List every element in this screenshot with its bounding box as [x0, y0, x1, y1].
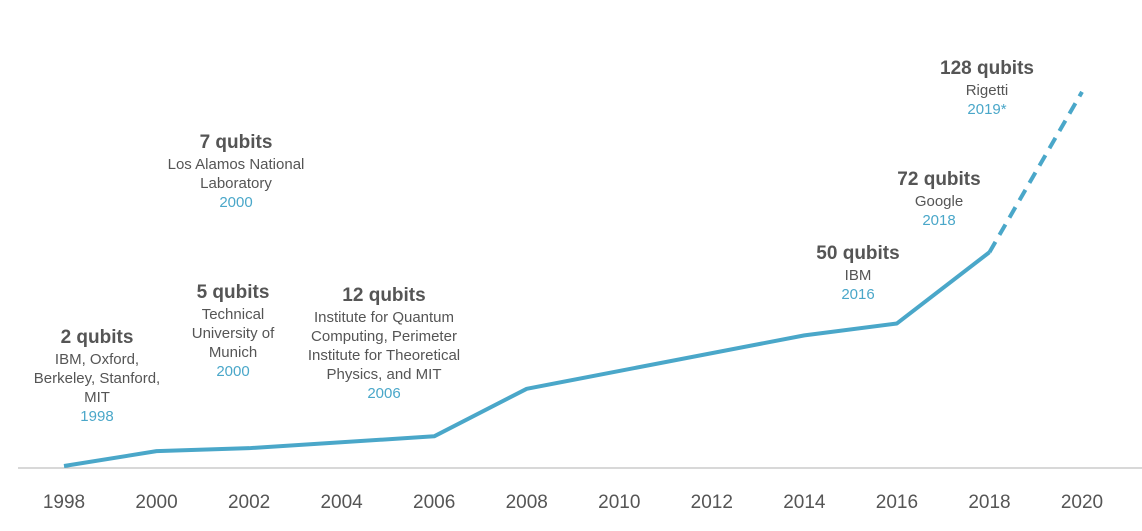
annotation-qubits: 2 qubits — [60, 327, 134, 348]
series-line-projected — [987, 90, 1084, 254]
annotation-organization: Technical University of Munich — [191, 306, 275, 361]
milestone-annotation: 50 qubits IBM 2016 — [816, 242, 899, 305]
x-tick-label: 2014 — [783, 492, 826, 513]
x-tick-label: 2008 — [506, 492, 548, 513]
x-tick-label: 2006 — [413, 492, 455, 513]
annotation-year: 2000 — [219, 194, 253, 211]
annotation-year: 2018 — [922, 212, 956, 229]
x-tick-label: 2016 — [876, 492, 918, 513]
annotation-year: 1998 — [80, 408, 114, 425]
annotation-organization: IBM — [844, 267, 872, 284]
milestone-annotation: 2 qubits IBM, Oxford, Berkeley, Stanford,… — [34, 326, 160, 427]
series-line-actual — [63, 250, 991, 468]
annotation-year: 2019* — [967, 101, 1007, 118]
annotation-qubits: 12 qubits — [342, 285, 426, 306]
x-tick-label: 2000 — [135, 492, 177, 513]
x-tick-label: 2004 — [320, 492, 363, 513]
milestone-annotation: 128 qubits Rigetti 2019* — [940, 57, 1034, 120]
annotation-qubits: 50 qubits — [816, 243, 900, 264]
milestone-annotation: 72 qubits Google 2018 — [897, 168, 980, 231]
annotation-organization: Institute for Quantum Computing, Perimet… — [307, 309, 461, 383]
x-tick-label: 2002 — [228, 492, 270, 513]
annotation-organization: Rigetti — [965, 82, 1009, 99]
annotation-qubits: 72 qubits — [897, 169, 981, 190]
x-tick-label: 2010 — [598, 492, 640, 513]
annotation-organization: Google — [914, 193, 964, 210]
milestone-annotation: 12 qubits Institute for Quantum Computing… — [308, 284, 460, 404]
annotation-qubits: 128 qubits — [940, 58, 1034, 79]
annotation-year: 2006 — [367, 385, 401, 402]
annotation-year: 2016 — [841, 286, 875, 303]
x-tick-label: 1998 — [43, 492, 85, 513]
milestone-annotation: 7 qubits Los Alamos National Laboratory 20… — [168, 131, 305, 213]
annotation-organization: Los Alamos National Laboratory — [167, 156, 305, 192]
milestone-annotation: 5 qubits Technical University of Munich 20… — [192, 281, 275, 382]
x-tick-label: 2020 — [1061, 492, 1103, 513]
annotation-year: 2000 — [216, 363, 250, 380]
x-tick-label: 2018 — [968, 492, 1010, 513]
annotation-organization: IBM, Oxford, Berkeley, Stanford, MIT — [33, 351, 161, 406]
x-tick-label: 2012 — [691, 492, 733, 513]
annotation-qubits: 5 qubits — [196, 282, 270, 303]
annotation-qubits: 7 qubits — [199, 132, 273, 153]
